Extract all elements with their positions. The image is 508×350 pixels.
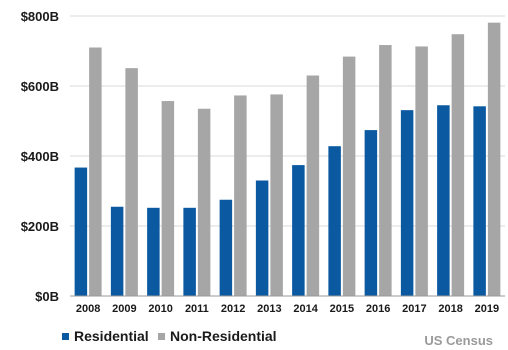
x-tick-label: 2016 (366, 303, 390, 315)
bar-non-residential-2012 (234, 95, 247, 296)
x-tick-label: 2008 (76, 303, 100, 315)
bar-residential-2015 (328, 146, 341, 296)
bar-non-residential-2011 (197, 108, 211, 296)
bars (74, 22, 501, 297)
y-tick-label: $400B (21, 149, 59, 164)
y-tick-label: $200B (21, 219, 59, 234)
bar-residential-2014 (292, 165, 305, 296)
bar-residential-2009 (110, 206, 124, 296)
legend-label: Non-Residential (170, 328, 277, 344)
legend-swatch (158, 333, 165, 340)
bar-non-residential-2008 (89, 47, 102, 296)
bar-residential-2017 (400, 110, 414, 297)
bar-residential-2010 (147, 207, 160, 296)
bar-residential-2018 (437, 105, 450, 296)
bar-non-residential-2009 (125, 68, 138, 297)
source-label: US Census (424, 333, 493, 348)
y-tick-label: $800B (21, 9, 59, 24)
y-axis-ticks: $0B $200B $400B $600B $800B (21, 9, 59, 304)
bar-non-residential-2014 (306, 75, 320, 296)
bar-non-residential-2019 (487, 22, 501, 297)
bar-non-residential-2010 (161, 101, 175, 296)
bar-residential-2012 (219, 199, 233, 296)
x-tick-label: 2009 (112, 303, 136, 315)
x-tick-label: 2017 (402, 303, 426, 315)
bar-residential-2013 (255, 180, 269, 296)
x-axis-ticks: 2008 2009 2010 2011 2012 2013 2014 2015 2016 2017… (76, 303, 499, 315)
bar-residential-2016 (364, 130, 378, 296)
bar-non-residential-2015 (342, 56, 356, 296)
bar-residential-2011 (183, 207, 196, 296)
legend: Residential Non-Residential (62, 328, 277, 344)
x-tick-label: 2014 (293, 303, 318, 315)
bar-non-residential-2016 (379, 45, 392, 296)
x-tick-label: 2013 (257, 303, 281, 315)
bar-residential-2008 (74, 167, 88, 296)
legend-label: Residential (74, 328, 149, 344)
x-tick-label: 2010 (148, 303, 172, 315)
x-tick-label: 2012 (221, 303, 245, 315)
bar-non-residential-2013 (270, 94, 283, 297)
x-tick-label: 2011 (185, 303, 209, 315)
x-tick-label: 2018 (438, 303, 462, 315)
legend-swatch (62, 333, 69, 340)
bar-residential-2019 (473, 106, 486, 296)
bar-non-residential-2017 (415, 46, 428, 297)
x-tick-label: 2019 (475, 303, 499, 315)
grid-lines (70, 15, 505, 227)
x-tick-label: 2015 (330, 303, 354, 315)
bar-non-residential-2018 (451, 34, 465, 296)
y-tick-label: $0B (35, 289, 59, 304)
y-tick-label: $600B (21, 79, 59, 94)
